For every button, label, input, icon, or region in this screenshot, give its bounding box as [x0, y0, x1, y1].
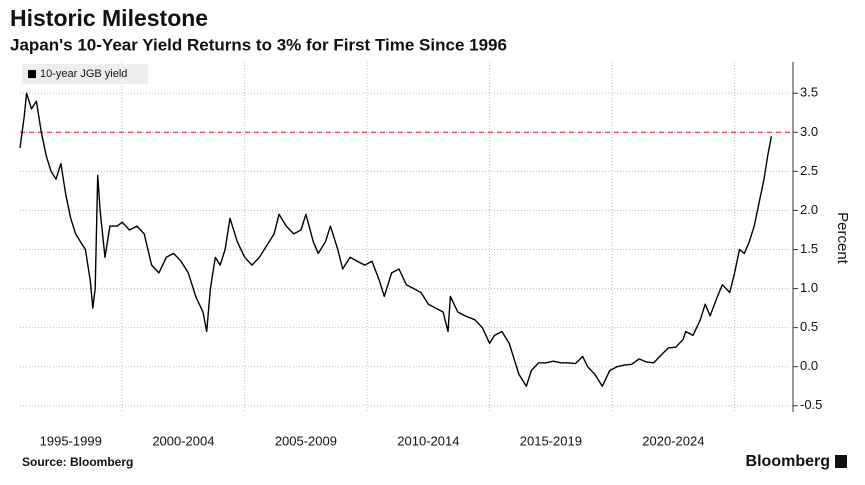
x-tick-label: 2005-2009 — [275, 433, 337, 448]
chart-title: Historic Milestone — [10, 5, 208, 31]
x-tick-label: 2015-2019 — [520, 433, 582, 448]
y-tick-label: 3.5 — [800, 85, 818, 100]
y-tick-label: 2.5 — [800, 163, 818, 178]
y-tick-label: 2.0 — [800, 202, 818, 217]
y-tick-label: 1.5 — [800, 241, 818, 256]
x-tick-label: 2000-2004 — [152, 433, 214, 448]
x-tick-label: 1995-1999 — [40, 433, 102, 448]
y-tick-label: 3.0 — [800, 124, 818, 139]
x-tick-label: 2020-2024 — [642, 433, 704, 448]
brand: Bloomberg — [746, 453, 830, 470]
chart-subtitle: Japan's 10-Year Yield Returns to 3% for … — [10, 35, 507, 54]
y-tick-label: -0.5 — [800, 397, 822, 412]
y-axis-label: Percent — [834, 212, 851, 265]
legend-box — [22, 64, 148, 84]
y-tick-label: 1.0 — [800, 280, 818, 295]
legend-swatch — [28, 70, 36, 78]
line-series — [19, 92, 773, 387]
source: Source: Bloomberg — [22, 455, 133, 469]
brand-icon — [835, 455, 847, 468]
y-tick-label: 0.5 — [800, 319, 818, 334]
legend-label: 10-year JGB yield — [40, 68, 127, 80]
x-tick-label: 2010-2014 — [397, 433, 459, 448]
y-tick-label: 0.0 — [800, 358, 818, 373]
